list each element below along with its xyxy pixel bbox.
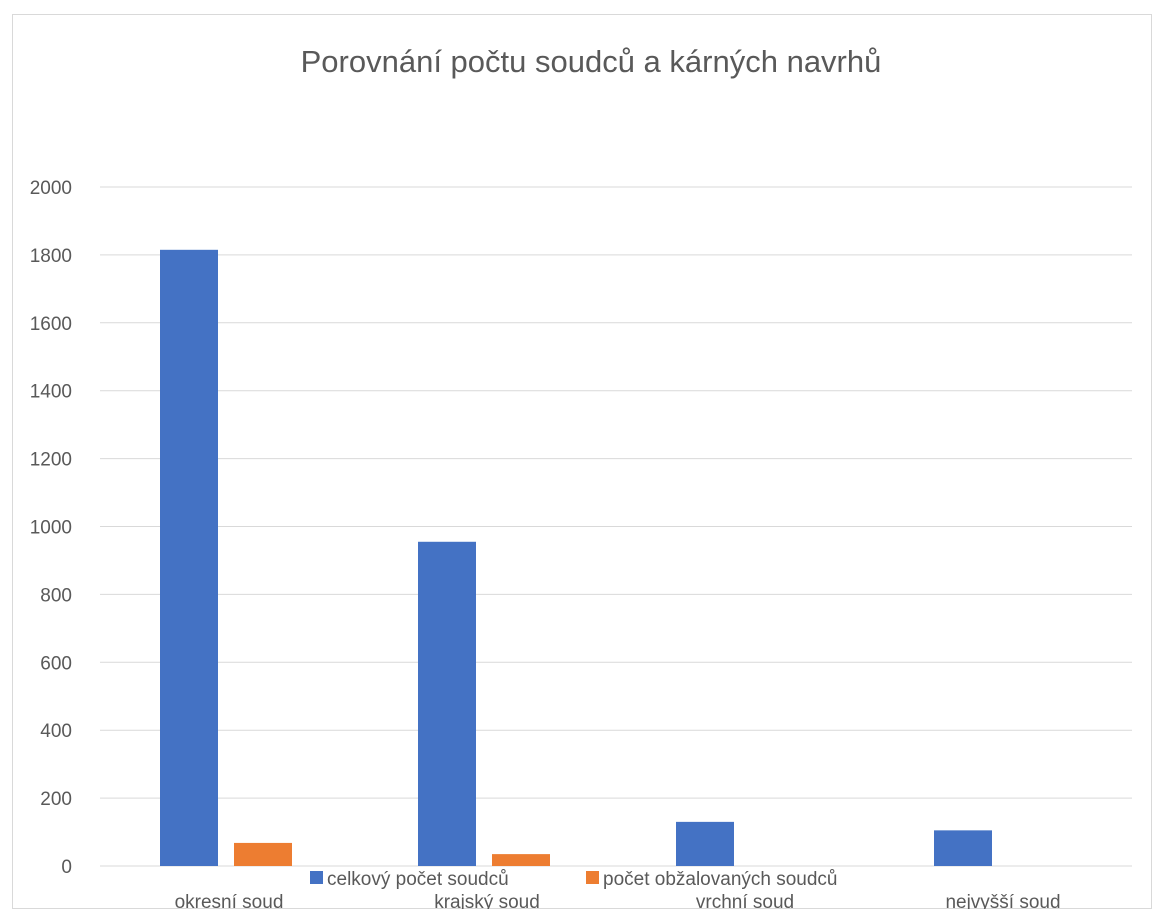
bar <box>234 842 292 866</box>
y-tick-label: 800 <box>40 585 72 606</box>
legend-label: počet obžalovaných soudců <box>603 869 838 890</box>
y-tick-label: 0 <box>61 857 72 878</box>
bars <box>160 249 992 866</box>
y-tick-label: 1600 <box>30 314 72 335</box>
x-tick-label: krajský soud <box>434 892 540 909</box>
bar <box>934 830 992 866</box>
bar <box>676 821 734 866</box>
chart-title: Porovnání počtu soudců a kárných navrhů <box>301 44 882 79</box>
y-tick-label: 1800 <box>30 246 72 267</box>
legend-swatch <box>310 871 323 884</box>
gridlines <box>100 186 1132 867</box>
y-tick-label: 2000 <box>30 178 72 199</box>
x-tick-label: nejvyšší soud <box>945 892 1060 909</box>
y-tick-label: 200 <box>40 789 72 810</box>
y-tick-label: 1000 <box>30 518 72 539</box>
y-tick-label: 1400 <box>30 382 72 403</box>
legend-label: celkový počet soudců <box>327 869 509 890</box>
bar <box>492 854 550 866</box>
bar <box>160 249 218 866</box>
y-tick-label: 1200 <box>30 450 72 471</box>
x-tick-label: vrchní soud <box>696 892 794 909</box>
bar <box>418 541 476 866</box>
legend-swatch <box>586 871 599 884</box>
legend: celkový počet soudců počet obžalovaných s… <box>310 869 838 890</box>
x-tick-label: okresní soud <box>175 892 284 909</box>
x-axis-categories: okresní soud krajský soud vrchní soud nejvy… <box>175 892 1061 909</box>
y-axis-ticks: 0 200 400 600 800 1000 1200 1400 1600 1800 2000 <box>30 178 72 878</box>
y-tick-label: 400 <box>40 721 72 742</box>
y-tick-label: 600 <box>40 653 72 674</box>
